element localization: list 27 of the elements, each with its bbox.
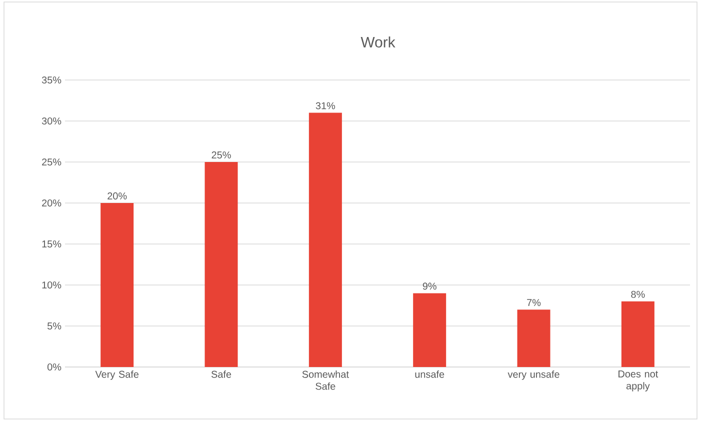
y-tick-label: 30% xyxy=(42,117,62,125)
x-tick-label: Safe xyxy=(211,370,232,378)
y-tick-label: 15% xyxy=(42,240,62,248)
y-tick-label: 5% xyxy=(47,322,62,330)
x-tick-label: Very Safe xyxy=(95,370,139,380)
x-tick-label: unsafe xyxy=(415,370,444,378)
data-label: 31% xyxy=(316,102,336,110)
y-tick-label: 20% xyxy=(42,199,62,207)
y-tick-label: 25% xyxy=(42,158,62,166)
bar xyxy=(517,310,550,367)
x-tick-label: Does not apply xyxy=(618,370,658,392)
bar xyxy=(621,301,654,367)
x-tick-label: Somewhat Safe xyxy=(302,370,349,390)
data-label: 8% xyxy=(631,290,645,298)
bar xyxy=(413,293,446,367)
bar xyxy=(308,112,342,367)
data-label: 9% xyxy=(422,282,436,290)
y-tick-label: 0% xyxy=(47,363,62,371)
data-label: 25% xyxy=(212,151,231,158)
data-label: 7% xyxy=(527,299,541,306)
y-tick-label: 10% xyxy=(42,281,62,289)
bar xyxy=(100,202,134,367)
bar xyxy=(204,162,238,367)
chart-title: Work xyxy=(360,36,396,48)
data-label: 20% xyxy=(108,192,127,200)
x-tick-label: very unsafe xyxy=(508,370,560,380)
y-tick-label: 35% xyxy=(42,76,62,84)
